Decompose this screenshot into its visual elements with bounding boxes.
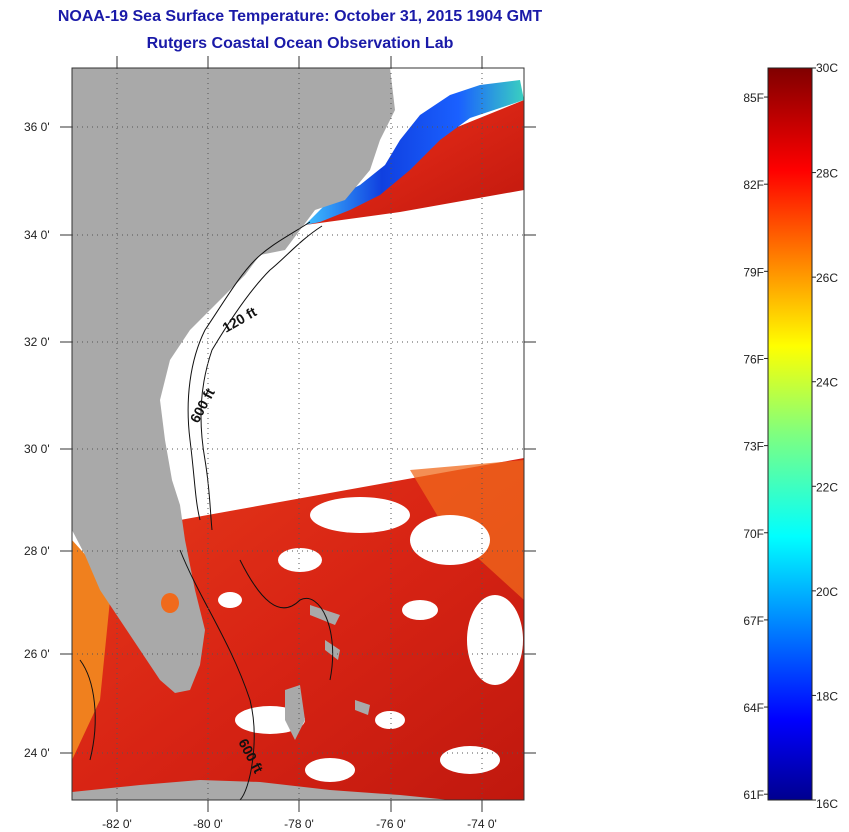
graticule bbox=[72, 68, 524, 800]
sst-cold-shelf bbox=[305, 80, 524, 225]
sst-map: 120 ft 600 ft 600 ft 36 0' 34 0' 32 0' 3… bbox=[24, 56, 536, 831]
sst-gulf-patch bbox=[72, 540, 110, 760]
lon-tick-label: -78 0' bbox=[284, 817, 314, 831]
colorbar-fahrenheit-label: 67F bbox=[743, 614, 764, 628]
cloud-mask bbox=[218, 497, 523, 782]
colorbar-celsius-label: 24C bbox=[816, 376, 838, 390]
lat-tick-label: 36 0' bbox=[24, 120, 50, 134]
lat-tick-label: 24 0' bbox=[24, 746, 50, 760]
colorbar-fahrenheit-label: 85F bbox=[743, 91, 764, 105]
colorbar-celsius-label: 18C bbox=[816, 689, 838, 703]
land-mainland bbox=[72, 68, 395, 693]
colorbar-fahrenheit-label: 64F bbox=[743, 701, 764, 715]
colorbar-fahrenheit-label: 61F bbox=[743, 788, 764, 802]
map-subtitle: Rutgers Coastal Ocean Observation Lab bbox=[146, 35, 454, 52]
colorbar-ticks: 30C 28C 26C 24C 22C 20C 18C 16C 85F 82F 79F 76F 73F 7… bbox=[743, 61, 838, 811]
colorbar-celsius-label: 26C bbox=[816, 271, 838, 285]
colorbar-celsius-label: 20C bbox=[816, 585, 838, 599]
colorbar-celsius-label: 28C bbox=[816, 167, 838, 181]
colorbar-fahrenheit-label: 70F bbox=[743, 527, 764, 541]
land-cuba bbox=[72, 780, 450, 800]
lat-tick-label: 30 0' bbox=[24, 442, 50, 456]
colorbar-celsius-label: 22C bbox=[816, 480, 838, 494]
map-frame bbox=[71, 67, 525, 801]
lon-tick-label: -80 0' bbox=[193, 817, 223, 831]
colorbar-fahrenheit-label: 79F bbox=[743, 265, 764, 279]
bathymetry-contours bbox=[79, 221, 334, 800]
colorbar-fahrenheit-label: 73F bbox=[743, 440, 764, 454]
lon-tick-label: -76 0' bbox=[376, 817, 406, 831]
lake-okeechobee bbox=[161, 593, 179, 613]
colorbar-celsius-label: 30C bbox=[816, 61, 838, 75]
colorbar-gradient bbox=[767, 67, 813, 801]
colorbar-fahrenheit-label: 82F bbox=[743, 178, 764, 192]
lon-tick-label: -82 0' bbox=[102, 817, 132, 831]
lon-tick-label: -74 0' bbox=[467, 817, 497, 831]
lat-tick-label: 32 0' bbox=[24, 335, 50, 349]
colorbar-celsius-label: 16C bbox=[816, 797, 838, 811]
colorbar-fahrenheit-label: 76F bbox=[743, 352, 764, 366]
lat-tick-label: 28 0' bbox=[24, 544, 50, 558]
lat-tick-label: 34 0' bbox=[24, 228, 50, 242]
map-tick-marks bbox=[60, 56, 536, 812]
map-title: NOAA-19 Sea Surface Temperature: October… bbox=[57, 8, 543, 25]
lat-tick-label: 26 0' bbox=[24, 647, 50, 661]
